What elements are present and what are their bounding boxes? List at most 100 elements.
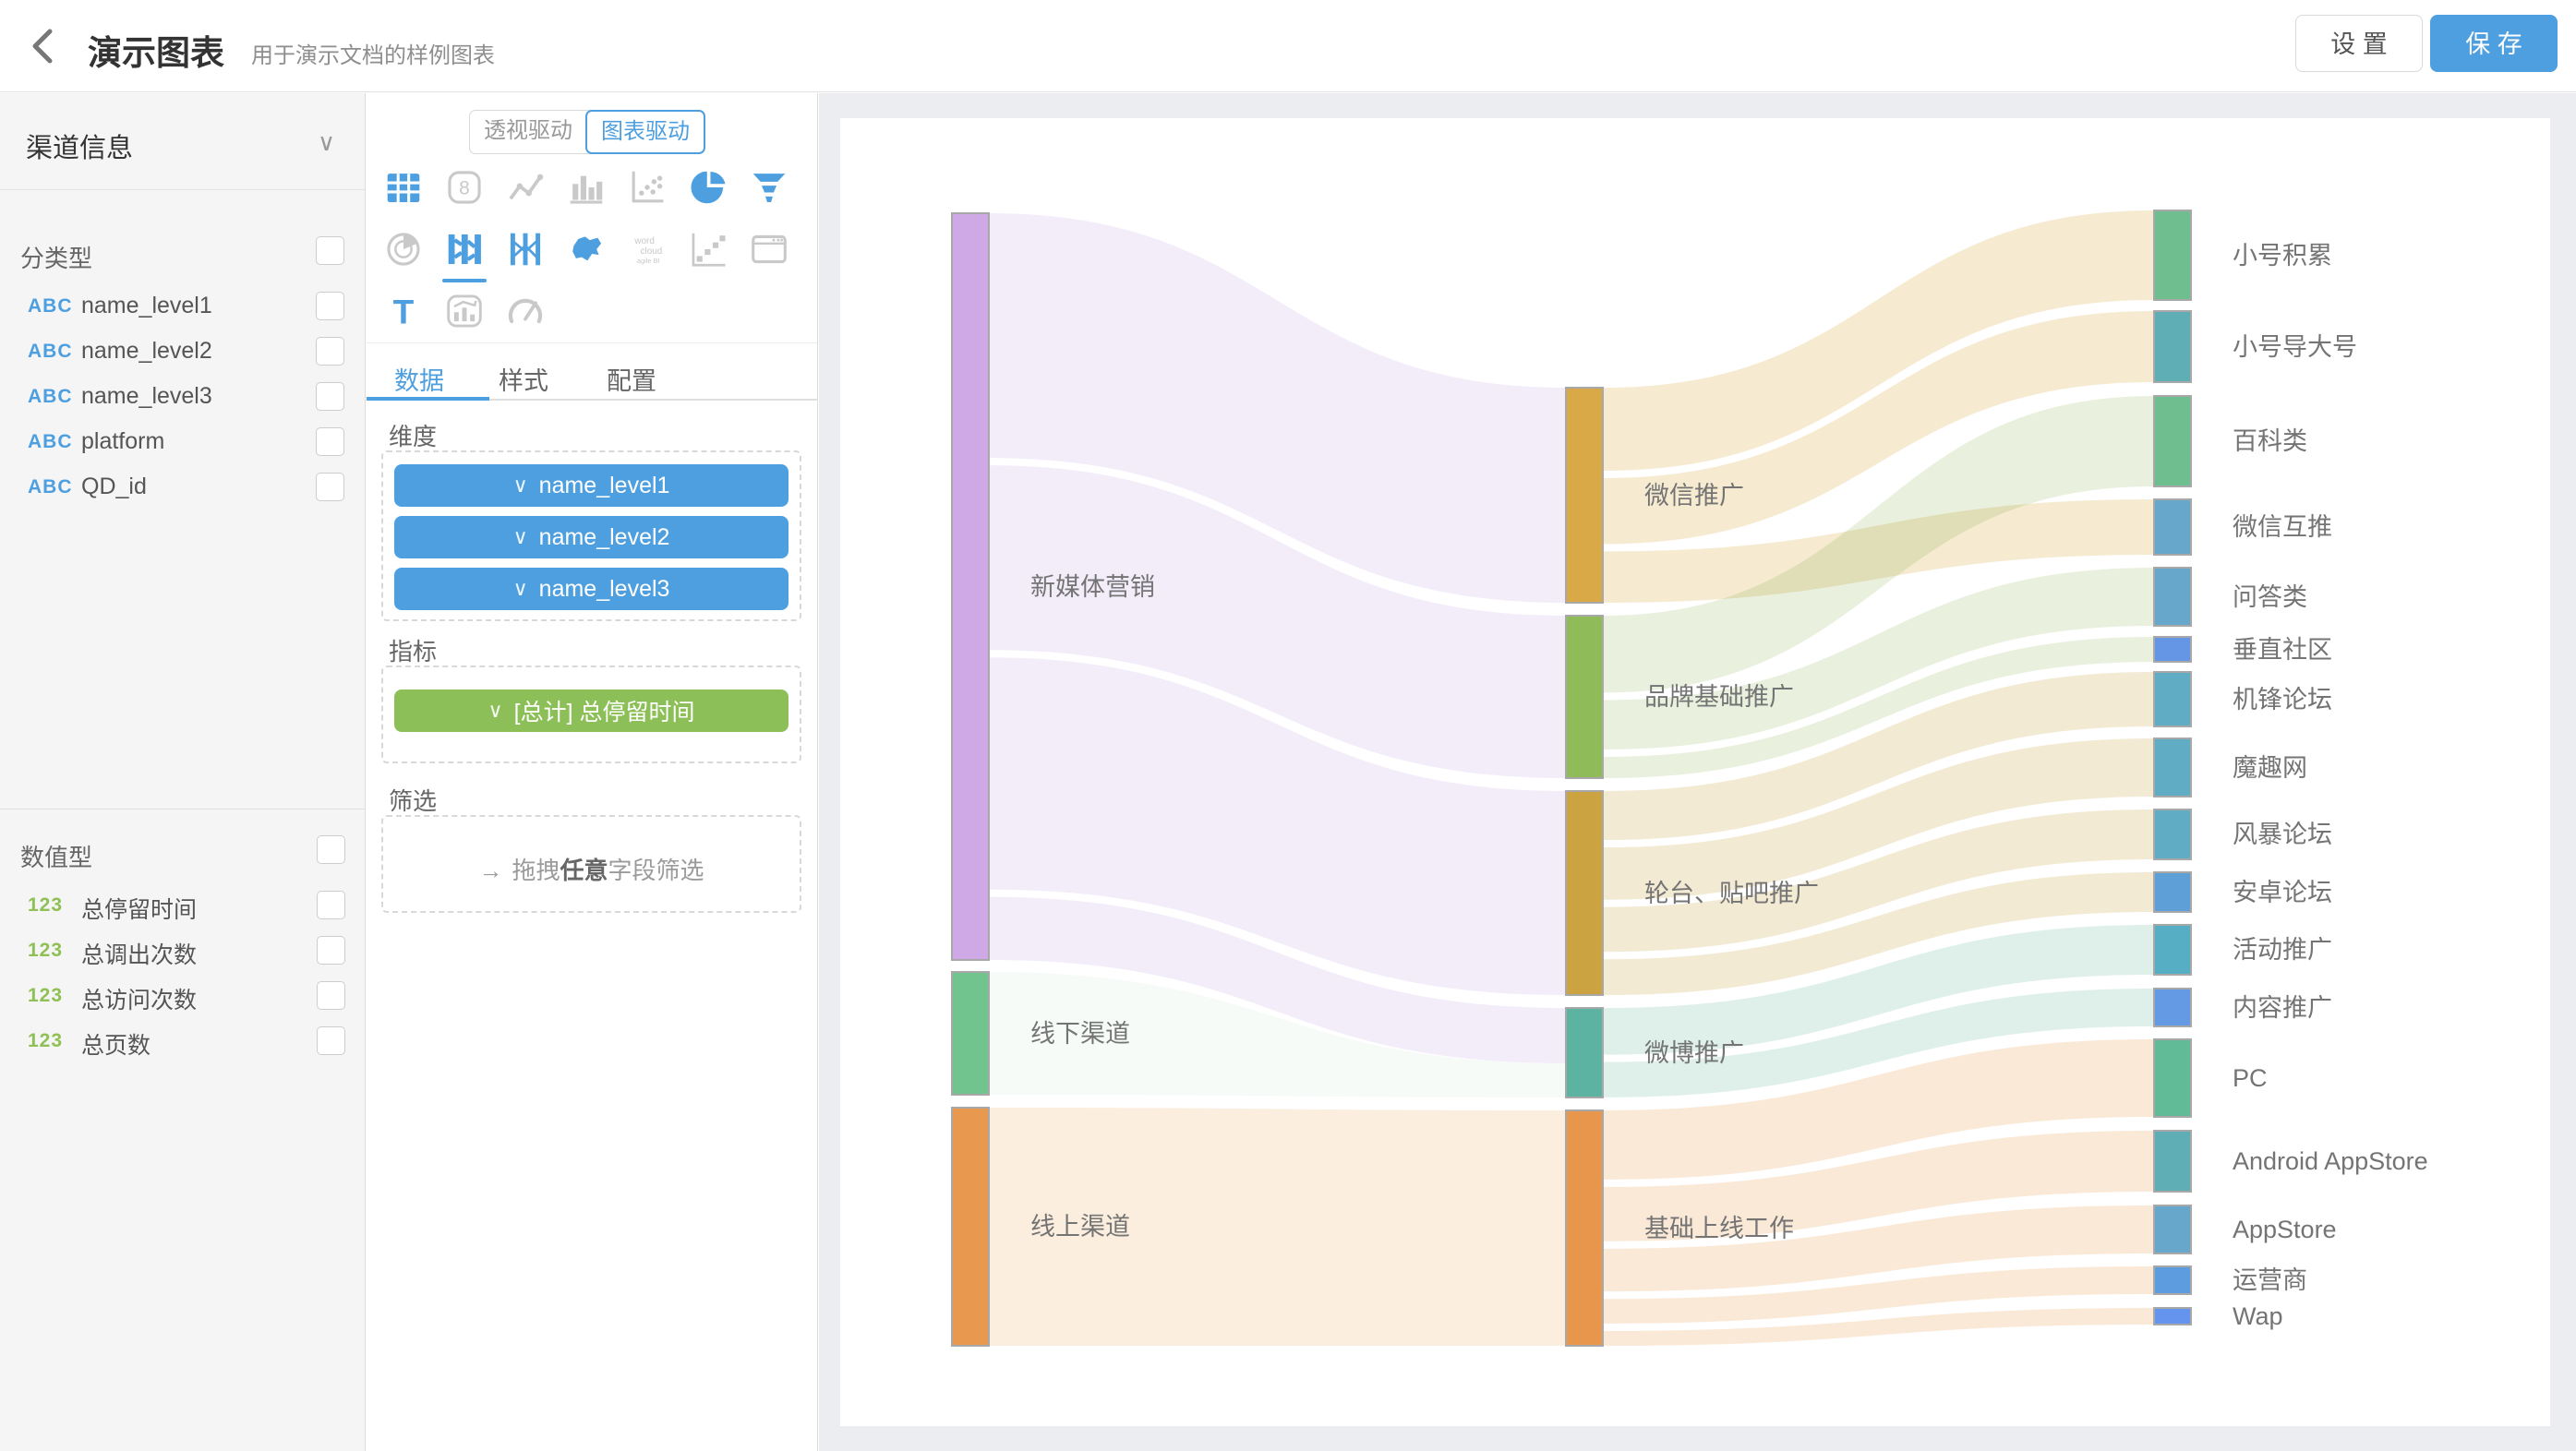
field-checkbox[interactable] [316,382,344,411]
field-pill[interactable]: ∨ name_level3 [394,568,788,610]
sankey-node[interactable] [2153,567,2192,627]
field-checkbox[interactable] [317,936,345,965]
sankey-link[interactable] [1603,1308,2154,1346]
sankey-node[interactable] [2153,871,2192,913]
web-card-icon[interactable] [745,225,793,273]
tab-config[interactable]: 配置 [607,367,656,395]
sankey-link[interactable] [989,1108,1566,1346]
sankey-node[interactable] [2153,988,2192,1027]
sankey-node[interactable] [951,212,990,961]
china-map-icon[interactable] [562,225,610,273]
field-pill[interactable]: ∨ name_level1 [394,464,788,507]
sankey-node[interactable] [2153,395,2192,487]
sankey-node[interactable] [2153,210,2192,301]
sankey-node[interactable] [2153,1265,2192,1295]
sankey-node[interactable] [2153,636,2192,663]
sankey-link[interactable] [1603,1266,2154,1324]
field-row[interactable]: 123 总调出次数 [0,929,366,974]
field-checkbox[interactable] [317,1026,345,1055]
word-cloud-icon[interactable]: word cloud agile BI [623,225,671,273]
field-checkbox[interactable] [316,427,344,456]
field-checkbox[interactable] [316,337,344,366]
sankey-node[interactable] [951,971,990,1096]
field-row[interactable]: ABC QD_id [0,465,365,510]
sankey-link[interactable] [1603,872,2154,995]
sankey-link[interactable] [1603,1205,2154,1292]
gauge-icon[interactable] [501,287,549,335]
sankey-link[interactable] [989,657,1566,995]
field-row[interactable]: ABC name_level1 [0,284,365,330]
sankey-node[interactable] [2153,498,2192,556]
scatter-plot-icon[interactable] [623,163,671,211]
field-pill[interactable]: ∨ name_level2 [394,516,788,558]
sankey-node[interactable] [2153,310,2192,383]
sankey-node[interactable] [1565,1007,1604,1098]
field-row[interactable]: 123 总页数 [0,1019,366,1064]
sankey-node[interactable] [2153,809,2192,860]
sankey-node[interactable] [951,1107,990,1347]
dataset-selector[interactable]: 渠道信息 ∨ [0,93,365,190]
sankey-node[interactable] [1565,1109,1604,1347]
section-checkbox[interactable] [316,236,344,265]
sankey-node[interactable] [2153,1130,2192,1193]
sankey-node[interactable] [2153,671,2192,727]
tab-data[interactable]: 数据 [394,367,444,395]
sankey-node[interactable] [1565,387,1604,604]
tab-style[interactable]: 样式 [499,367,548,395]
sankey-node[interactable] [1565,790,1604,996]
parallel-icon[interactable] [501,225,549,273]
field-row[interactable]: ABC name_level2 [0,330,365,375]
sankey-link[interactable] [989,465,1566,778]
sankey-link[interactable] [1603,1131,2154,1241]
sankey-node[interactable] [2153,1038,2192,1118]
table-icon[interactable] [379,163,427,211]
combo-chart-icon[interactable] [440,287,488,335]
save-button[interactable]: 保 存 [2430,15,2558,72]
mode-pivot-driven[interactable]: 透视驱动 [484,118,572,143]
radar-icon[interactable] [379,225,427,273]
field-row[interactable]: 123 总访问次数 [0,974,366,1019]
metrics-dropzone[interactable]: ∨ [总计] 总停留时间 [381,666,801,763]
field-checkbox[interactable] [316,473,344,501]
mode-chart-driven[interactable]: 图表驱动 [585,110,705,154]
text-icon[interactable]: T [379,287,427,335]
sankey-icon[interactable] [440,225,488,282]
number-card-icon[interactable]: 8 [440,163,488,211]
field-checkbox[interactable] [317,891,345,919]
sankey-link[interactable] [989,896,1566,1063]
sankey-link[interactable] [1603,311,2154,545]
sankey-link[interactable] [1603,809,2154,953]
sankey-node[interactable] [2153,1205,2192,1254]
sankey-link[interactable] [1603,1039,2154,1180]
filter-dropzone[interactable]: → 拖拽任意字段筛选 [381,815,801,913]
sankey-node[interactable] [2153,1307,2192,1325]
step-chart-icon[interactable] [684,225,732,273]
sankey-link[interactable] [1603,396,2154,693]
field-pill[interactable]: ∨ [总计] 总停留时间 [394,690,788,732]
line-chart-icon[interactable] [501,163,549,211]
dimensions-dropzone[interactable]: ∨ name_level1 ∨ name_level2 ∨ name_level3 [381,450,801,621]
sankey-node[interactable] [2153,924,2192,976]
sankey-link[interactable] [1603,672,2154,841]
field-checkbox[interactable] [317,981,345,1010]
field-row[interactable]: ABC platform [0,420,365,465]
field-checkbox[interactable] [316,292,344,320]
sankey-link[interactable] [1603,210,2154,471]
sankey-node[interactable] [2153,737,2192,797]
bar-chart-icon[interactable] [562,163,610,211]
sankey-link[interactable] [1603,925,2154,1055]
funnel-icon[interactable] [745,163,793,211]
section-checkbox[interactable] [317,835,345,864]
sankey-link[interactable] [989,213,1566,603]
sankey-link[interactable] [1603,989,2154,1097]
field-row[interactable]: 123 总停留时间 [0,883,366,929]
sankey-link[interactable] [1603,568,2154,749]
sankey-link[interactable] [989,972,1566,1097]
settings-button[interactable]: 设 置 [2295,15,2423,72]
sankey-link[interactable] [1603,738,2154,900]
sankey-node[interactable] [1565,615,1604,779]
back-button[interactable] [24,26,65,66]
pie-chart-icon[interactable] [684,163,732,211]
field-row[interactable]: ABC name_level3 [0,375,365,420]
sankey-link[interactable] [1603,637,2154,778]
